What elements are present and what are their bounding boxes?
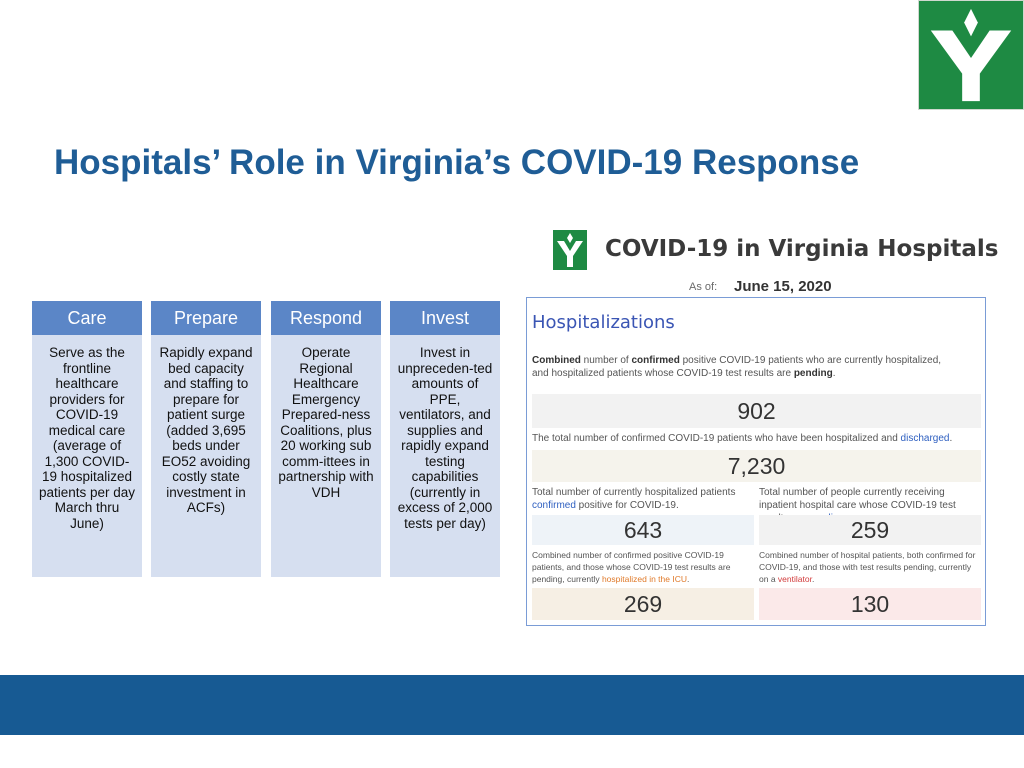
hospitalizations-panel: Hospitalizations Combined number of conf…: [526, 297, 986, 626]
card-care-text: Serve as the frontline healthcare provid…: [38, 345, 136, 531]
current-confirmed-value: 643: [532, 515, 754, 545]
combined-hospitalized-value: 902: [532, 394, 981, 428]
card-respond-text: Operate Regional Healthcare Emergency Pr…: [278, 345, 374, 500]
card-invest-text: Invest in unpreceden-ted amounts of PPE,…: [397, 345, 493, 531]
ventilator-value: 130: [759, 588, 981, 620]
hospitalizations-heading: Hospitalizations: [532, 312, 675, 333]
discharged-description: The total number of confirmed COVID-19 p…: [532, 433, 953, 444]
as-of-label: As of:: [689, 281, 718, 293]
page-title: Hospitals’ Role in Virginia’s COVID-19 R…: [54, 143, 860, 182]
as-of-date: June 15, 2020: [734, 278, 832, 295]
vhha-logo-icon: [918, 0, 1024, 110]
card-prepare: Prepare Rapidly expand bed capacity and …: [151, 301, 261, 577]
current-confirmed-description: Total number of currently hospitalized p…: [532, 487, 736, 511]
card-respond: Respond Operate Regional Healthcare Emer…: [271, 301, 381, 577]
card-prepare-text: Rapidly expand bed capacity and staffing…: [159, 345, 253, 515]
card-invest-heading: Invest: [390, 301, 500, 335]
footer-band: [0, 675, 1024, 735]
vhha-small-logo-icon: [553, 230, 587, 270]
card-respond-heading: Respond: [271, 301, 381, 335]
card-prepare-heading: Prepare: [151, 301, 261, 335]
card-care-heading: Care: [32, 301, 142, 335]
pending-value: 259: [759, 515, 981, 545]
card-care: Care Serve as the frontline healthcare p…: [32, 301, 142, 577]
card-invest: Invest Invest in unpreceden-ted amounts …: [390, 301, 500, 577]
icu-description: Combined number of confirmed positive CO…: [532, 550, 731, 584]
ventilator-description: Combined number of hospital patients, bo…: [759, 550, 976, 584]
icu-value: 269: [532, 588, 754, 620]
combined-description: Combined number of confirmed positive CO…: [532, 355, 942, 379]
discharged-value: 7,230: [532, 450, 981, 482]
dashboard-title: COVID-19 in Virginia Hospitals: [605, 236, 999, 262]
